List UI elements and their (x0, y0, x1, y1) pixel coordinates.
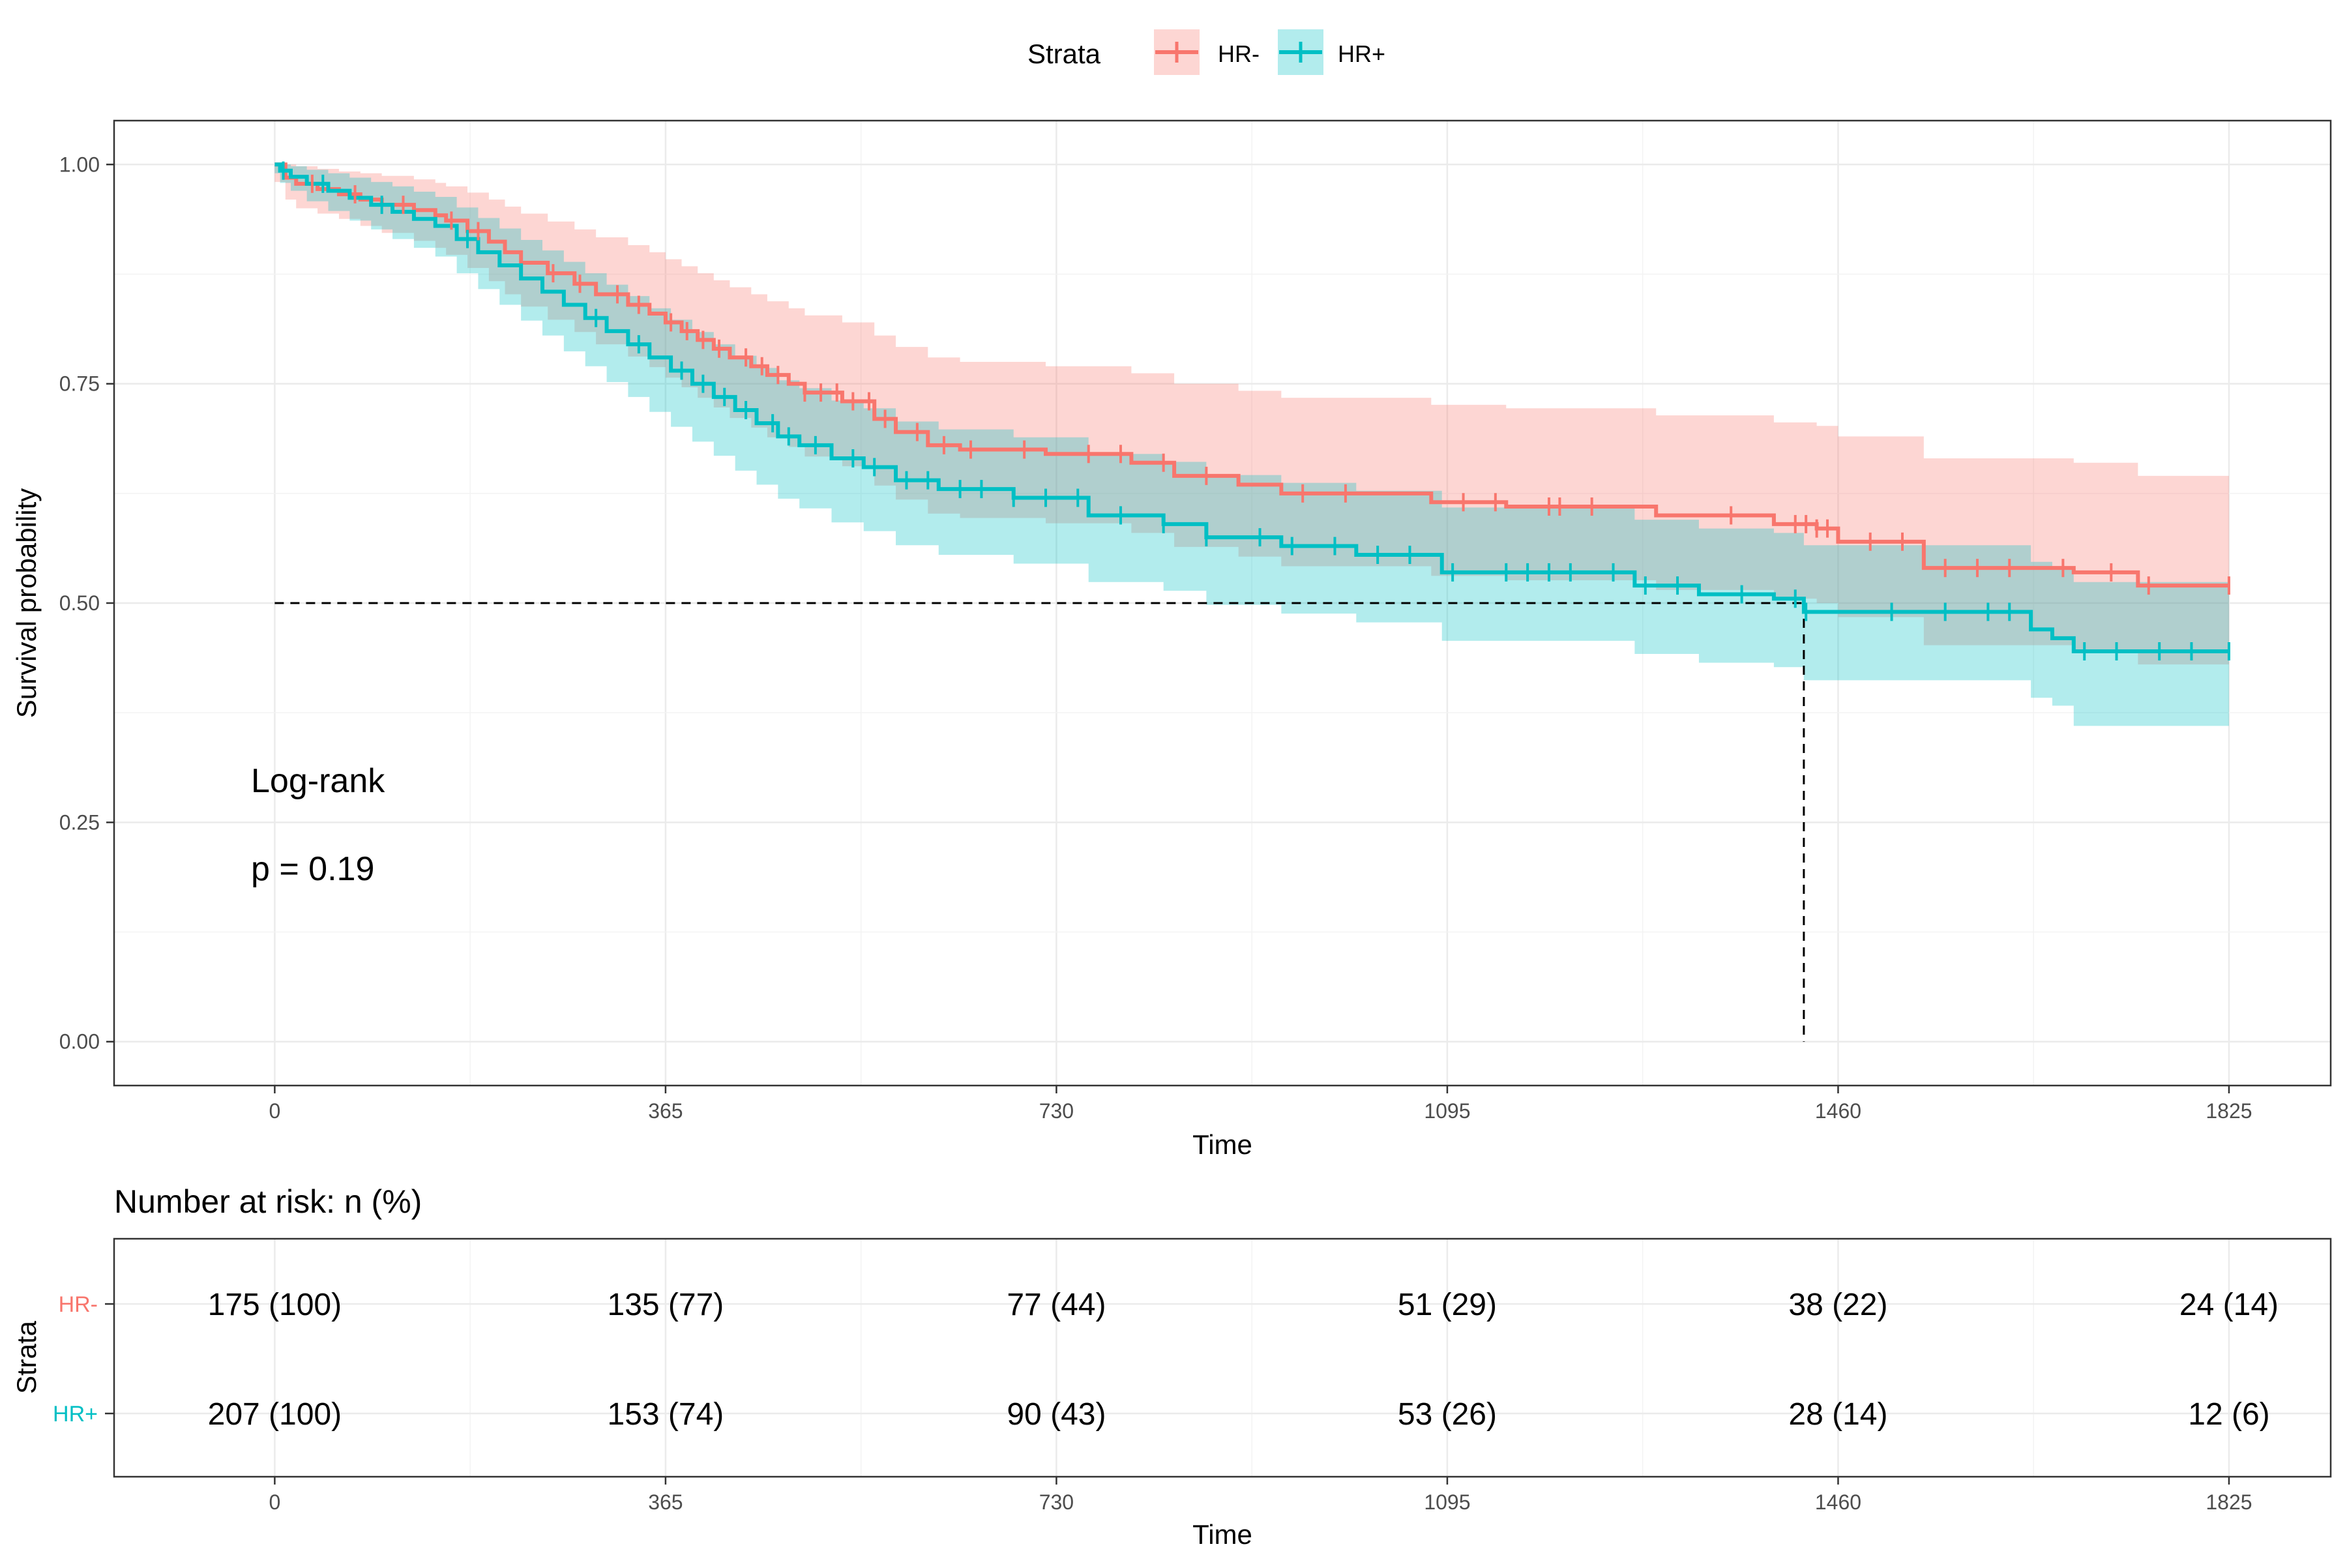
median-reference-lines (274, 602, 1805, 1042)
ci-band-hr-pos (274, 164, 2229, 726)
risk-x-tick-label: 1825 (2206, 1490, 2252, 1514)
risk-cell: 90 (43) (1007, 1397, 1106, 1432)
y-axis-title: Survival probability (11, 488, 42, 718)
x-tick-label: 730 (1039, 1099, 1074, 1123)
pvalue-method: Log-rank (251, 762, 385, 800)
risk-cell: 12 (6) (2188, 1397, 2269, 1432)
risk-cell: 175 (100) (208, 1288, 342, 1322)
x-tick-label: 1095 (1424, 1099, 1470, 1123)
risk-row-label: HR- (59, 1292, 98, 1317)
x-tick-label: 1825 (2206, 1099, 2252, 1123)
x-tick-label: 1460 (1815, 1099, 1861, 1123)
legend-title: Strata (1027, 38, 1101, 69)
risk-row-label: HR+ (53, 1402, 98, 1427)
risk-cell: 135 (77) (608, 1288, 724, 1322)
risk-cell: 153 (74) (608, 1397, 724, 1432)
y-tick-label: 0.00 (59, 1030, 100, 1054)
y-tick-label: 0.75 (59, 372, 100, 396)
legend: Strata HR- HR+ (1027, 29, 1385, 75)
risk-x-axis-title: Time (1192, 1519, 1252, 1550)
risk-y-axis-title: Strata (11, 1320, 42, 1394)
risk-cell: 51 (29) (1398, 1288, 1497, 1322)
risk-cell: 24 (14) (2179, 1288, 2279, 1322)
risk-cell: 38 (22) (1788, 1288, 1887, 1322)
survival-curve-hr-neg (274, 162, 2229, 588)
risk-table-title: Number at risk: n (%) (114, 1183, 422, 1220)
risk-x-tick-label: 365 (648, 1490, 683, 1514)
risk-table-border (113, 1237, 2332, 1478)
risk-x-tick-label: 1095 (1424, 1490, 1470, 1514)
risk-cell: 207 (100) (208, 1397, 342, 1432)
censor-marks (282, 161, 2230, 660)
survival-curve-hr-pos (274, 162, 2229, 653)
axis-ticks: 0 365 730 1095 1460 1825 0.00 0.25 0.50 0.75 1.00 (59, 153, 2252, 1123)
legend-label-hr-pos: HR+ (1338, 40, 1385, 67)
pvalue-text: p = 0.19 (251, 850, 374, 888)
x-axis-title: Time (1192, 1129, 1252, 1160)
x-tick-label: 0 (269, 1099, 280, 1123)
risk-x-tick-label: 1460 (1815, 1490, 1861, 1514)
legend-entry-hr-neg: HR- (1154, 29, 1260, 75)
survival-curves (274, 162, 2229, 653)
risk-x-tick-label: 730 (1039, 1490, 1074, 1514)
risk-table-grid (114, 1239, 2331, 1477)
risk-cell: 77 (44) (1007, 1288, 1106, 1322)
risk-table: Number at risk: n (%) 175 (100) 135 (77) 7… (11, 1183, 2332, 1550)
x-tick-label: 365 (648, 1099, 683, 1123)
y-tick-label: 0.50 (59, 591, 100, 615)
risk-cell: 28 (14) (1788, 1397, 1887, 1432)
survival-plot: 0 365 730 1095 1460 18250.000.250.500.751.00 … (11, 119, 2332, 1160)
legend-label-hr-neg: HR- (1218, 40, 1260, 67)
legend-entry-hr-pos: HR+ (1278, 29, 1385, 75)
risk-x-tick-label: 0 (269, 1490, 280, 1514)
risk-table-ticks: HR- HR+ 0 365 730 1095 1460 1825 (53, 1292, 2252, 1514)
confidence-bands (274, 164, 2229, 726)
risk-cell: 53 (26) (1398, 1397, 1497, 1432)
y-tick-label: 1.00 (59, 153, 100, 176)
risk-table-cells: 175 (100) 135 (77) 77 (44) 51 (29) 38 (22) 24… (208, 1288, 2279, 1432)
risk-table-background (114, 1239, 2331, 1477)
ci-band-hr-neg (274, 164, 2229, 665)
y-tick-label: 0.25 (59, 810, 100, 834)
